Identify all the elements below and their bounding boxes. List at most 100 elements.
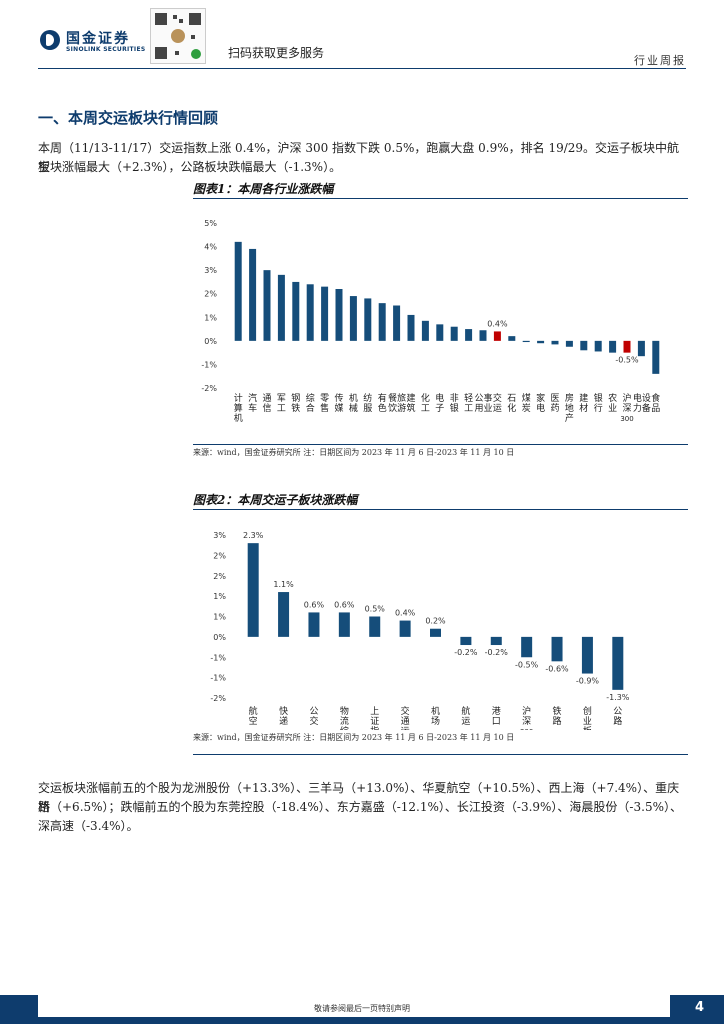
y-tick-label: 3% [204,266,217,275]
qr-code-icon[interactable] [150,8,206,64]
category-label: 物流综合 [340,705,349,730]
logo-text-en: SINOLINK SECURITIES [66,46,146,53]
category-label: 医药 [550,393,559,414]
category-label: 计算机 [234,392,243,424]
logo-text-cn: 国金证券 [66,31,130,47]
y-tick-label: 0% [204,337,217,346]
bar [321,286,329,341]
category-label: 石化 [507,394,516,414]
bar [335,289,343,341]
category-label: 非银 [450,392,459,414]
category-label: 上证指数 [370,706,379,730]
qr-caption: 扫码获取更多服务 [228,46,325,60]
bar [430,628,441,637]
y-tick-label: 0% [213,633,226,642]
bar [565,340,573,347]
intro-line-1: 本周（11/13-11/17）交运指数上涨 0.4%，沪深 300 指数下跌 0… [38,141,680,174]
footer-bar [0,995,724,1024]
data-label: 0.2% [425,617,446,626]
figure2-top-rule [193,509,688,510]
bar [399,620,411,637]
bar [580,340,588,351]
category-label: 事业 [483,392,492,414]
category-label: 公路 [613,706,622,727]
category-label: 快递 [279,705,288,727]
y-tick-label: 2% [213,551,226,560]
figure2-title: 图表2：本周交运子板块涨跌幅 [193,493,358,507]
y-tick-label: 5% [204,219,217,228]
y-tick-label: 3% [213,531,226,540]
category-label: 设备 [642,393,651,414]
category-label: 创业板指 [583,705,592,730]
category-label: 纺服 [363,392,372,414]
data-label: 0.5% [365,605,386,614]
y-tick-label: -2% [210,694,226,703]
y-tick-label: 4% [204,243,217,252]
y-tick-label: -1% [201,360,217,369]
category-label: 有色 [378,392,387,414]
y-tick-label: 1% [213,613,226,622]
bar [349,296,357,341]
data-label: -0.5% [515,660,539,669]
bar [393,305,401,341]
data-label: -0.2% [485,648,509,657]
category-label: 航空 [249,705,258,727]
figure1-bottom-rule [193,444,688,445]
category-label: 军工 [277,393,286,414]
bar [508,336,516,341]
footer-disclaimer: 敬请参阅最后一页特别声明 [314,1004,410,1013]
bar [460,636,472,646]
page-number: 4 [694,1000,704,1015]
bar [278,592,290,637]
category-label: 汽车 [248,392,257,414]
bar [612,636,624,690]
figure1-source: 来源：wind，国金证券研究所 注：日期区间为 2023 年 11 月 6 日-… [193,448,515,457]
category-label: 铁路 [553,705,562,727]
category-label: 餐饮 [388,392,397,414]
y-tick-label: -2% [201,384,217,393]
bar [479,330,487,341]
bar [234,241,242,341]
bar [263,270,271,341]
y-tick-label: 1% [204,313,217,322]
bar [521,636,533,658]
transport-subsector-chart: 3% 2% 2% 1% 1% 0% -1% -1% -2% 2.3% 航空 1.1% 快递 0.6% 公交 0… [210,531,630,730]
bar [551,340,559,345]
data-label: -0.5% [615,356,639,365]
category-label: 旅游 [397,392,406,414]
intro-line-2: 板块涨幅最大（+2.3%），公路板块跌幅最大（-1.3%）。 [38,160,342,174]
y-tick-label: -1% [210,674,226,683]
data-label: 1.1% [273,580,294,589]
bar [292,281,300,341]
category-label: 钢铁 [291,392,300,414]
stocks-line-2: 桥（+6.5%）；跌幅前五的个股为东莞控股（-18.4%）、东方嘉盛（-12.1… [38,800,682,814]
category-label: 农业 [608,392,617,414]
section-title: 一、本周交运板块行情回顾 [38,109,219,127]
bar [465,329,473,341]
data-label: 0.6% [334,600,355,609]
figure1-title: 图表1：本周各行业涨跌幅 [193,182,334,196]
bar [623,340,631,353]
footer-panel [38,995,670,1017]
data-label: -0.6% [545,664,569,673]
bar [249,248,257,341]
bar [537,340,545,344]
bar [369,616,381,637]
category-label: 化工 [421,392,430,414]
category-label: 房地产 [565,392,574,424]
data-label: 0.4% [487,319,508,328]
report-type-tag: 行业周报 [634,54,686,67]
category-label: 轻工 [464,392,473,414]
y-tick-label: 1% [213,592,226,601]
bar [247,543,259,637]
category-label: 食品 [651,392,660,414]
bar [490,636,502,646]
data-label: 0.6% [304,600,325,609]
bar [652,340,660,374]
category-label: 航运 [461,705,470,727]
figure1-top-rule [193,198,688,199]
stocks-line-1: 交运板块涨幅前五的个股为龙洲股份（+13.3%）、三羊马（+13.0%）、华夏航… [38,781,680,814]
category-label: 传媒 [334,392,343,414]
data-label: -1.3% [606,693,630,702]
bar [594,340,602,352]
